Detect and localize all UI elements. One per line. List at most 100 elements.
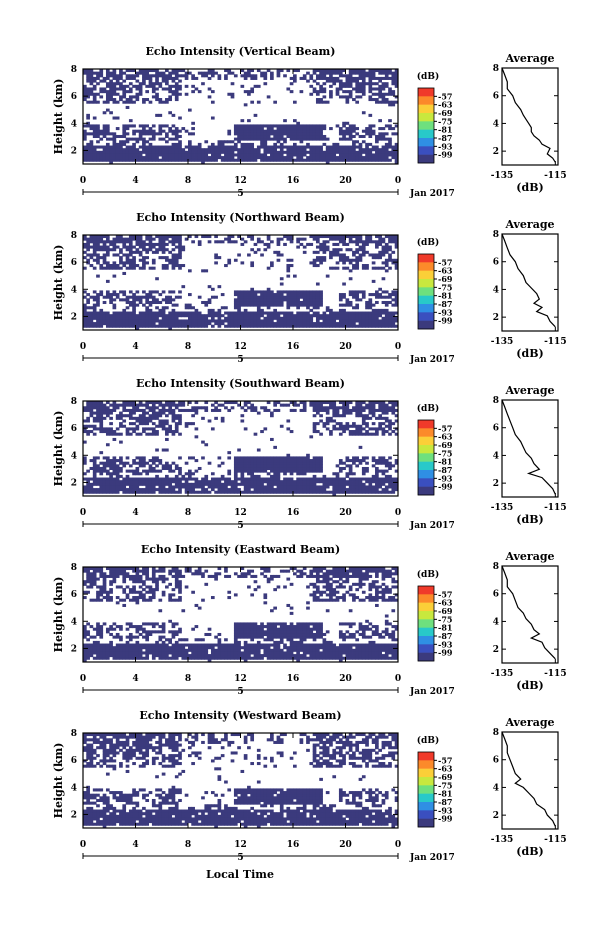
heatmap-cell <box>361 248 366 252</box>
heatmap-cell <box>394 71 399 75</box>
heatmap-cell <box>119 158 123 162</box>
heatmap-cell <box>112 477 117 481</box>
heatmap-cell <box>355 427 360 431</box>
heatmap-cell <box>83 440 87 444</box>
heatmap-cell <box>355 242 360 246</box>
heatmap-cell <box>240 480 245 484</box>
heatmap-cell <box>194 406 199 410</box>
heatmap-cell <box>319 153 323 157</box>
heatmap-cell <box>197 242 202 246</box>
heatmap-cell <box>112 137 117 141</box>
heatmap-cell <box>378 295 382 299</box>
heatmap-cell <box>329 256 333 260</box>
heatmap-cell <box>89 90 94 94</box>
heatmap-cell <box>109 403 113 407</box>
heatmap-cell <box>319 158 323 162</box>
heatmap-cell <box>371 477 376 481</box>
heatmap-cell <box>368 127 373 131</box>
heatmap-cell <box>293 401 297 405</box>
heatmap-cell <box>306 124 310 128</box>
heatmap-cell <box>309 464 314 468</box>
heatmap-cell <box>355 132 360 136</box>
heatmap-cell <box>250 482 255 486</box>
heatmap-cell <box>348 237 353 241</box>
heatmap-cell <box>115 264 120 268</box>
heatmap-cell <box>378 148 382 152</box>
heatmap-cell <box>342 324 346 328</box>
heatmap-cell <box>368 319 373 323</box>
heatmap-cell <box>89 401 94 405</box>
heatmap-cell <box>348 303 353 307</box>
heatmap-cell <box>394 266 399 270</box>
heatmap-cell <box>204 482 209 486</box>
heatmap-cell <box>276 253 281 257</box>
heatmap-cell <box>243 461 248 465</box>
heatmap-cell <box>128 69 133 73</box>
heatmap-cell <box>345 76 350 80</box>
heatmap-cell <box>309 319 314 323</box>
heatmap-cell <box>171 314 176 318</box>
heatmap-cell <box>273 459 277 463</box>
heatmap-cell <box>319 100 323 104</box>
heatmap-cell <box>168 430 172 434</box>
heatmap-cell <box>220 150 225 154</box>
heatmap-cell <box>299 456 304 460</box>
heatmap-cell <box>378 456 382 460</box>
heatmap-cell <box>352 129 356 133</box>
heatmap-cell <box>145 250 150 254</box>
heatmap-cell <box>102 158 107 162</box>
heatmap-cell <box>322 245 327 249</box>
heatmap-cell <box>243 145 248 149</box>
heatmap-cell <box>260 482 264 486</box>
heatmap-cell <box>388 140 392 144</box>
heatmap-cell <box>345 82 350 86</box>
heatmap-cell <box>155 311 159 315</box>
heatmap-cell <box>148 242 153 246</box>
heatmap-cell <box>109 248 113 252</box>
heatmap-cell <box>263 488 268 492</box>
heatmap-cell <box>247 132 251 136</box>
heatmap-cell <box>119 261 123 265</box>
heatmap-cell <box>240 314 245 318</box>
heatmap-cell <box>371 98 376 102</box>
heatmap-cell <box>168 258 172 262</box>
heatmap-cell <box>378 319 382 323</box>
heatmap-cell <box>299 314 304 318</box>
heatmap-cell <box>286 158 291 162</box>
heatmap-cell <box>115 266 120 270</box>
heatmap-cell <box>148 490 153 494</box>
heatmap-cell <box>105 316 110 320</box>
heatmap-cell <box>119 598 123 602</box>
heatmap-cell <box>142 403 146 407</box>
heatmap-cell <box>89 651 94 655</box>
heatmap-cell <box>86 76 90 80</box>
heatmap-cell <box>181 322 186 326</box>
heatmap-cell <box>151 134 156 139</box>
heatmap-cell <box>335 158 340 162</box>
heatmap-cell <box>112 464 117 468</box>
heatmap-cell <box>388 427 392 431</box>
heatmap-cell <box>86 630 90 634</box>
heatmap-cell <box>371 308 376 312</box>
heatmap-cell <box>184 158 189 162</box>
heatmap-cell <box>105 279 110 283</box>
heatmap-cell <box>194 482 199 486</box>
heatmap-cell <box>115 654 120 658</box>
heatmap-cell <box>89 314 94 318</box>
heatmap-cell <box>99 416 104 420</box>
heatmap-cell <box>115 134 120 139</box>
heatmap-cell <box>132 490 136 494</box>
heatmap-cell <box>122 71 127 75</box>
heatmap-cell <box>145 84 150 88</box>
heatmap-cell <box>125 319 130 323</box>
heatmap-cell <box>83 627 87 631</box>
heatmap-cell <box>132 95 136 99</box>
heatmap-cell <box>250 150 255 154</box>
heatmap-cell <box>155 459 159 463</box>
average-y-tick-label: 2 <box>493 147 499 157</box>
heatmap-cell <box>161 322 166 326</box>
heatmap-cell <box>155 432 159 436</box>
heatmap-cell <box>361 71 366 75</box>
heatmap-cell <box>142 100 146 104</box>
heatmap-cell <box>263 248 268 252</box>
